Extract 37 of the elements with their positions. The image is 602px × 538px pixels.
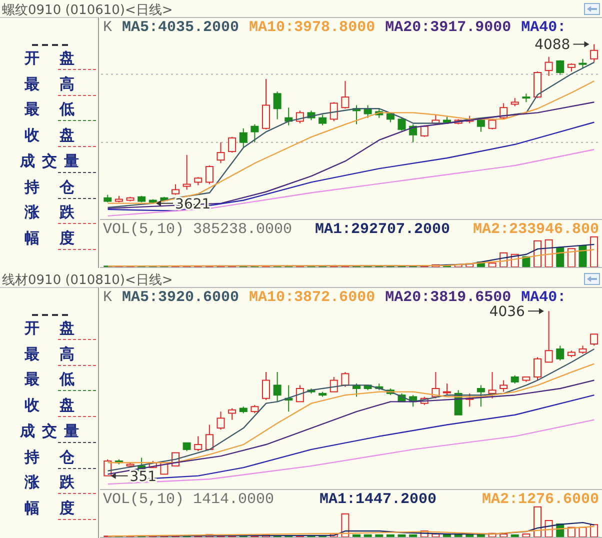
text: 最低 (24, 370, 94, 388)
chart-title: 螺纹0910 (010610)<日线> (2, 2, 173, 19)
series-label: MA2:233946.800 (472, 221, 599, 238)
series-label: MA1:1447.2000 (319, 491, 437, 508)
text: 收盘 (24, 396, 94, 414)
text: 最低 (24, 100, 94, 118)
annotation: 351 (130, 468, 157, 485)
legend-title: VOL(5,10) 1414.0000 (103, 491, 274, 508)
text: MA20:3819.6500 (385, 289, 512, 306)
text: 幅度 (24, 498, 94, 517)
legend-title: VOL(5,10) 385238.0000 (103, 221, 292, 238)
text: 开盘 (24, 319, 94, 337)
text: MA40: (521, 19, 566, 36)
text: 最高 (24, 74, 94, 93)
text: MA20:3917.9000 (385, 19, 512, 36)
legend-title: K (103, 289, 112, 306)
text: 开盘 (24, 49, 94, 67)
text: 成交量 (20, 422, 86, 440)
annotation: 4088 (534, 37, 570, 54)
text: 涨跌 (24, 203, 94, 222)
text: MA5:4035.2000 (122, 19, 240, 36)
series-label: MA1:292707.2000 (314, 221, 450, 238)
text: MA10:3872.6000 (249, 289, 376, 306)
chart-title: 线材0910 (010810)<日线> (2, 272, 173, 289)
text: 幅度 (24, 228, 94, 247)
text: MA5:3920.6000 (122, 289, 240, 306)
series-label: MA2:1276.6000 (482, 491, 599, 508)
annotation: 4036 (489, 304, 526, 320)
text: 成交量 (20, 152, 86, 170)
text: 涨跌 (24, 473, 94, 492)
text: MA40: (521, 289, 566, 306)
legend-title: K (103, 19, 112, 36)
text: 收盘 (24, 126, 94, 144)
text: 持仓 (24, 178, 94, 196)
text: 持仓 (24, 448, 94, 466)
text: MA10:3978.8000 (249, 19, 376, 36)
text: 最高 (24, 344, 94, 363)
